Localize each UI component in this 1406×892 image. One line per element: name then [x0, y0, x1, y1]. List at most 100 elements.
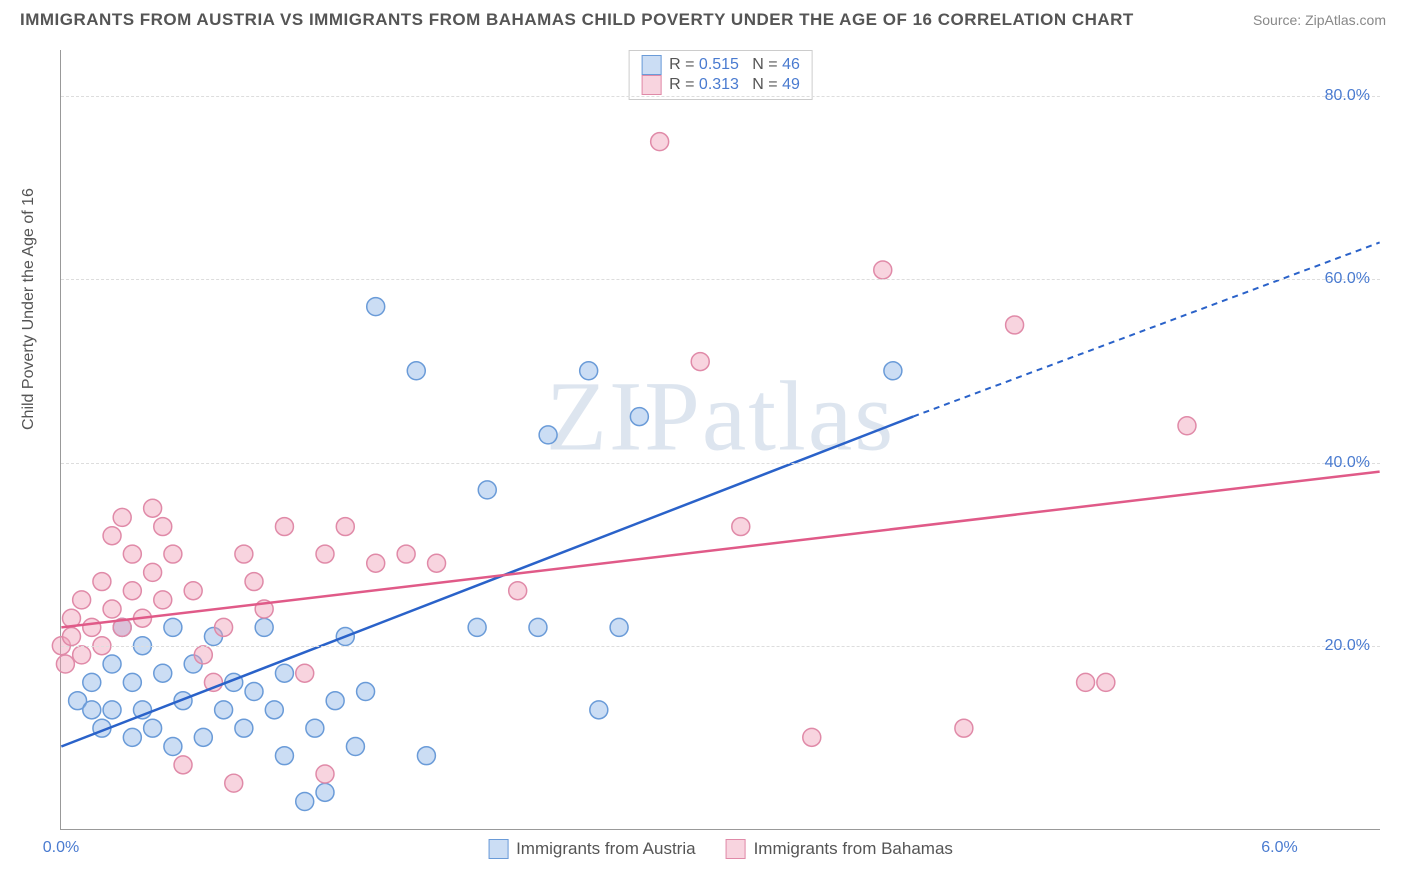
data-point [316, 545, 334, 563]
data-point [509, 582, 527, 600]
data-point [215, 701, 233, 719]
legend-label: Immigrants from Bahamas [754, 839, 953, 859]
data-point [103, 527, 121, 545]
data-point [93, 573, 111, 591]
swatch-bahamas [641, 75, 661, 95]
data-point [407, 362, 425, 380]
y-tick-label: 40.0% [1325, 454, 1370, 472]
legend-row-bahamas: R = 0.313 N = 49 [641, 75, 800, 95]
data-point [397, 545, 415, 563]
data-point [417, 747, 435, 765]
y-tick-label: 80.0% [1325, 87, 1370, 105]
data-point [691, 353, 709, 371]
data-point [275, 747, 293, 765]
legend-row-austria: R = 0.515 N = 46 [641, 55, 800, 75]
data-point [215, 618, 233, 636]
data-point [1178, 417, 1196, 435]
data-point [357, 683, 375, 701]
data-point [580, 362, 598, 380]
data-point [590, 701, 608, 719]
data-point [336, 518, 354, 536]
data-point [884, 362, 902, 380]
data-point [245, 573, 263, 591]
data-point [235, 545, 253, 563]
trend-line [61, 417, 913, 747]
data-point [630, 408, 648, 426]
data-point [225, 774, 243, 792]
legend-label: Immigrants from Austria [516, 839, 696, 859]
data-point [296, 664, 314, 682]
data-point [275, 664, 293, 682]
data-point [164, 738, 182, 756]
data-point [306, 719, 324, 737]
x-tick-label: 6.0% [1261, 839, 1297, 857]
data-point [103, 655, 121, 673]
data-point [428, 554, 446, 572]
data-point [316, 765, 334, 783]
trend-line-extrapolated [913, 242, 1379, 416]
swatch-austria-icon [488, 839, 508, 859]
data-point [803, 728, 821, 746]
data-point [144, 499, 162, 517]
data-point [73, 591, 91, 609]
data-point [154, 664, 172, 682]
data-point [1077, 673, 1095, 691]
data-point [1006, 316, 1024, 334]
data-point [56, 655, 74, 673]
data-point [367, 554, 385, 572]
data-point [174, 756, 192, 774]
data-point [367, 298, 385, 316]
data-point [539, 426, 557, 444]
data-point [154, 591, 172, 609]
data-point [275, 518, 293, 536]
data-point [255, 618, 273, 636]
data-point [478, 481, 496, 499]
data-point [103, 600, 121, 618]
data-point [265, 701, 283, 719]
data-point [62, 628, 80, 646]
swatch-austria [641, 55, 661, 75]
data-point [235, 719, 253, 737]
source-label: Source: ZipAtlas.com [1253, 12, 1386, 28]
data-point [326, 692, 344, 710]
data-point [123, 728, 141, 746]
data-point [468, 618, 486, 636]
data-point [316, 783, 334, 801]
data-point [610, 618, 628, 636]
data-point [194, 646, 212, 664]
chart-plot-area: ZIPatlas R = 0.515 N = 46 R = 0.313 N = … [60, 50, 1380, 830]
data-point [184, 582, 202, 600]
data-point [651, 133, 669, 151]
data-point [73, 646, 91, 664]
data-point [83, 701, 101, 719]
trend-line [61, 472, 1379, 628]
y-tick-label: 20.0% [1325, 637, 1370, 655]
legend-item-bahamas: Immigrants from Bahamas [726, 839, 953, 859]
data-point [1097, 673, 1115, 691]
y-tick-label: 60.0% [1325, 270, 1370, 288]
scatter-svg [61, 50, 1380, 829]
legend-item-austria: Immigrants from Austria [488, 839, 696, 859]
data-point [123, 582, 141, 600]
correlation-legend: R = 0.515 N = 46 R = 0.313 N = 49 [628, 50, 813, 100]
data-point [83, 618, 101, 636]
data-point [123, 545, 141, 563]
series-legend: Immigrants from Austria Immigrants from … [488, 839, 953, 859]
data-point [732, 518, 750, 536]
data-point [346, 738, 364, 756]
data-point [245, 683, 263, 701]
swatch-bahamas-icon [726, 839, 746, 859]
data-point [144, 719, 162, 737]
data-point [164, 618, 182, 636]
data-point [194, 728, 212, 746]
x-tick-label: 0.0% [43, 839, 79, 857]
chart-title: IMMIGRANTS FROM AUSTRIA VS IMMIGRANTS FR… [20, 10, 1134, 30]
data-point [296, 793, 314, 811]
data-point [529, 618, 547, 636]
data-point [164, 545, 182, 563]
data-point [123, 673, 141, 691]
data-point [113, 508, 131, 526]
data-point [144, 563, 162, 581]
y-axis-label: Child Poverty Under the Age of 16 [20, 188, 38, 430]
data-point [874, 261, 892, 279]
